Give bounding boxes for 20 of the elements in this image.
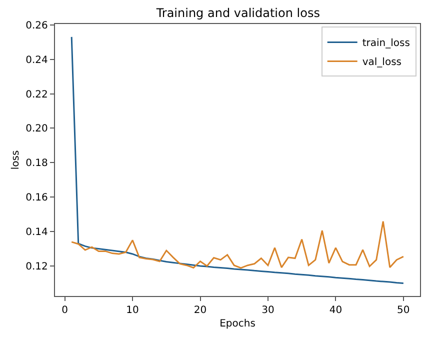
- x-tick-label: 10: [126, 305, 139, 316]
- y-tick-label: 0.16: [26, 192, 48, 204]
- y-tick-label: 0.22: [26, 89, 48, 100]
- legend-label: val_loss: [362, 57, 402, 68]
- x-tick-label: 50: [397, 305, 410, 316]
- y-tick-label: 0.18: [26, 158, 48, 170]
- y-tick-label: 0.24: [26, 54, 48, 66]
- x-axis-title: Epochs: [220, 318, 256, 330]
- x-tick-label: 40: [329, 305, 342, 316]
- y-tick-label: 0.14: [26, 227, 48, 238]
- chart-title: Training and validation loss: [155, 6, 320, 20]
- y-axis-title: loss: [10, 150, 22, 170]
- x-tick-label: 30: [262, 305, 274, 316]
- y-tick-label: 0.20: [26, 124, 48, 135]
- legend-label: train_loss: [362, 38, 410, 50]
- y-tick-label: 0.26: [26, 20, 48, 32]
- x-tick-label: 20: [194, 305, 207, 316]
- y-tick-label: 0.12: [26, 262, 48, 273]
- x-tick-label: 0: [62, 305, 68, 316]
- line-series: [70, 220, 404, 269]
